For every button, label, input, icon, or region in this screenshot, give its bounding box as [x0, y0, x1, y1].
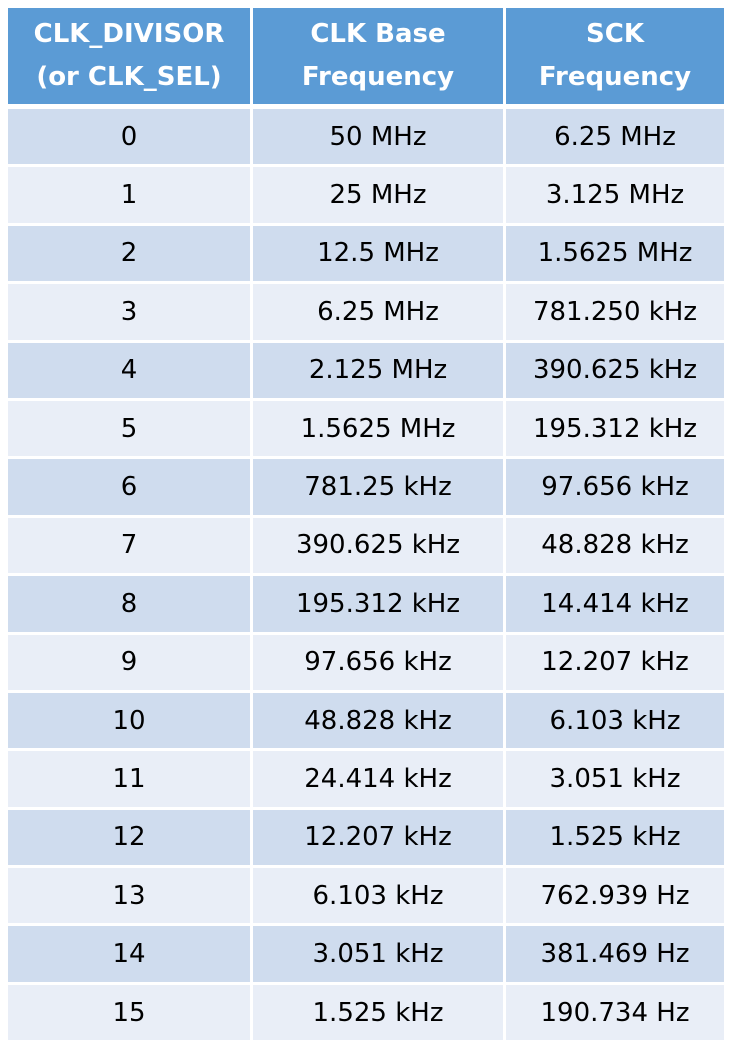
table-row: 11 24.414 kHz 3.051 kHz	[8, 751, 724, 810]
cell-clk-base-frequency: 6.25 MHz	[253, 284, 506, 343]
table-row: 15 1.525 kHz 190.734 Hz	[8, 984, 724, 1044]
table-row: 8 195.312 kHz 14.414 kHz	[8, 576, 724, 635]
cell-clk-base-frequency: 1.5625 MHz	[253, 400, 506, 460]
cell-clk-divisor: 15	[8, 984, 253, 1044]
cell-clk-divisor: 12	[8, 809, 253, 869]
cell-sck-frequency: 762.939 Hz	[506, 868, 724, 927]
cell-clk-divisor: 7	[8, 517, 253, 577]
clock-divisor-table: CLK_DIVISOR (or CLK_SEL) CLK Base Freque…	[8, 8, 724, 1044]
cell-clk-base-frequency: 781.25 kHz	[253, 459, 506, 518]
clock-divisor-table-container: CLK_DIVISOR (or CLK_SEL) CLK Base Freque…	[8, 8, 724, 1044]
header-line: CLK_DIVISOR	[33, 19, 225, 49]
cell-sck-frequency: 781.250 kHz	[506, 284, 724, 343]
header-row: CLK_DIVISOR (or CLK_SEL) CLK Base Freque…	[8, 8, 724, 109]
cell-sck-frequency: 12.207 kHz	[506, 634, 724, 693]
header-line: (or CLK_SEL)	[36, 62, 222, 92]
cell-clk-base-frequency: 1.525 kHz	[253, 984, 506, 1044]
cell-sck-frequency: 97.656 kHz	[506, 459, 724, 518]
cell-clk-divisor: 3	[8, 284, 253, 343]
cell-clk-divisor: 11	[8, 751, 253, 810]
table-body: 0 50 MHz 6.25 MHz 1 25 MHz 3.125 MHz 2 12.5 MHz…	[8, 109, 724, 1044]
cell-clk-divisor: 6	[8, 459, 253, 518]
cell-clk-divisor: 5	[8, 400, 253, 460]
cell-clk-base-frequency: 195.312 kHz	[253, 576, 506, 635]
cell-sck-frequency: 390.625 kHz	[506, 342, 724, 401]
table-row: 10 48.828 kHz 6.103 kHz	[8, 692, 724, 752]
table-row: 6 781.25 kHz 97.656 kHz	[8, 459, 724, 518]
cell-clk-divisor: 14	[8, 926, 253, 985]
header-line: Frequency	[538, 62, 692, 92]
cell-clk-base-frequency: 97.656 kHz	[253, 634, 506, 693]
cell-clk-base-frequency: 12.207 kHz	[253, 809, 506, 869]
table-row: 3 6.25 MHz 781.250 kHz	[8, 284, 724, 343]
table-row: 14 3.051 kHz 381.469 Hz	[8, 926, 724, 985]
cell-clk-base-frequency: 390.625 kHz	[253, 517, 506, 577]
cell-clk-base-frequency: 25 MHz	[253, 167, 506, 226]
table-row: 9 97.656 kHz 12.207 kHz	[8, 634, 724, 693]
cell-sck-frequency: 195.312 kHz	[506, 400, 724, 460]
cell-clk-base-frequency: 24.414 kHz	[253, 751, 506, 810]
table-row: 2 12.5 MHz 1.5625 MHz	[8, 225, 724, 285]
cell-sck-frequency: 190.734 Hz	[506, 984, 724, 1044]
cell-clk-divisor: 2	[8, 225, 253, 285]
cell-sck-frequency: 381.469 Hz	[506, 926, 724, 985]
header-line: CLK Base	[310, 19, 446, 49]
cell-clk-base-frequency: 6.103 kHz	[253, 868, 506, 927]
header-clk-base-frequency: CLK Base Frequency	[253, 8, 506, 109]
cell-sck-frequency: 6.25 MHz	[506, 109, 724, 168]
table-row: 7 390.625 kHz 48.828 kHz	[8, 517, 724, 577]
cell-clk-divisor: 1	[8, 167, 253, 226]
cell-clk-divisor: 4	[8, 342, 253, 401]
cell-sck-frequency: 14.414 kHz	[506, 576, 724, 635]
table-row: 13 6.103 kHz 762.939 Hz	[8, 868, 724, 927]
cell-clk-divisor: 10	[8, 692, 253, 752]
table-row: 12 12.207 kHz 1.525 kHz	[8, 809, 724, 869]
table-row: 5 1.5625 MHz 195.312 kHz	[8, 400, 724, 460]
cell-clk-base-frequency: 2.125 MHz	[253, 342, 506, 401]
cell-sck-frequency: 1.525 kHz	[506, 809, 724, 869]
table-row: 4 2.125 MHz 390.625 kHz	[8, 342, 724, 401]
header-sck-frequency: SCK Frequency	[506, 8, 724, 109]
header-clk-divisor: CLK_DIVISOR (or CLK_SEL)	[8, 8, 253, 109]
table-row: 0 50 MHz 6.25 MHz	[8, 109, 724, 168]
header-line: Frequency	[301, 62, 455, 92]
cell-clk-divisor: 13	[8, 868, 253, 927]
cell-clk-base-frequency: 48.828 kHz	[253, 692, 506, 752]
cell-clk-divisor: 9	[8, 634, 253, 693]
cell-clk-divisor: 8	[8, 576, 253, 635]
cell-sck-frequency: 48.828 kHz	[506, 517, 724, 577]
cell-clk-base-frequency: 50 MHz	[253, 109, 506, 168]
header-line: SCK	[586, 19, 644, 49]
cell-sck-frequency: 3.125 MHz	[506, 167, 724, 226]
cell-sck-frequency: 6.103 kHz	[506, 692, 724, 752]
cell-clk-base-frequency: 3.051 kHz	[253, 926, 506, 985]
cell-clk-divisor: 0	[8, 109, 253, 168]
cell-sck-frequency: 1.5625 MHz	[506, 225, 724, 285]
cell-clk-base-frequency: 12.5 MHz	[253, 225, 506, 285]
cell-sck-frequency: 3.051 kHz	[506, 751, 724, 810]
table-row: 1 25 MHz 3.125 MHz	[8, 167, 724, 226]
